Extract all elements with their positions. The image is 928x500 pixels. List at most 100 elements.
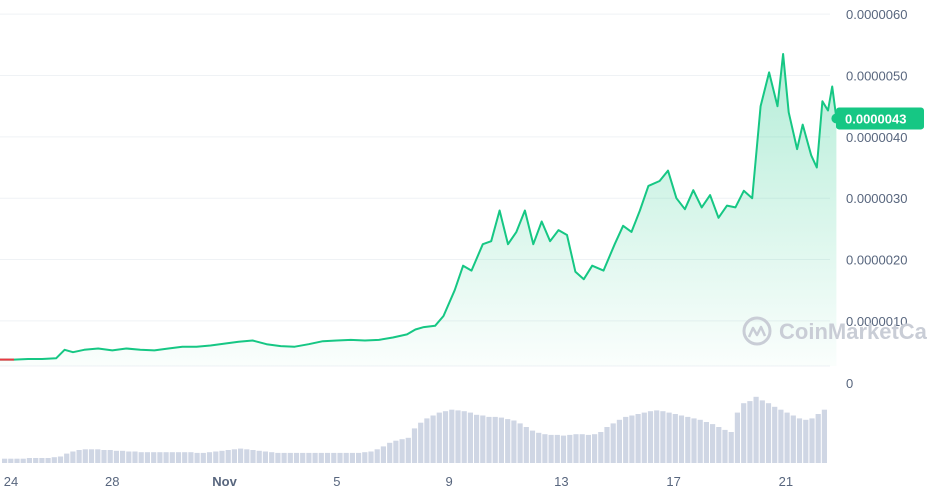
price-area [0, 54, 837, 366]
volume-bar [567, 434, 573, 463]
volume-bar [542, 434, 548, 463]
volume-bar [380, 446, 386, 463]
volume-bar [803, 419, 809, 463]
volume-bar [821, 409, 827, 463]
volume-bar [262, 451, 268, 463]
volume-bar [411, 428, 418, 463]
volume-bar [623, 416, 629, 463]
volume-bar [784, 412, 790, 463]
volume-bar [772, 406, 778, 463]
volume-bar [387, 442, 393, 463]
volume-bar [287, 452, 293, 463]
volume-bar [2, 458, 8, 463]
volume-bar [8, 458, 14, 463]
volume-bar [231, 449, 237, 463]
volume-bar [126, 451, 132, 463]
volume-bar [26, 458, 32, 463]
x-tick-label: 5 [333, 474, 340, 489]
price-line-path [0, 53, 838, 361]
volume-bar [418, 422, 424, 463]
volume-axis-label: 0 [846, 376, 853, 391]
volume-bar [362, 452, 368, 463]
volume-bar [368, 451, 374, 463]
volume-bar [82, 449, 88, 463]
volume-bar [424, 418, 430, 463]
volume-bar [51, 457, 57, 463]
volume-bar [157, 452, 163, 463]
volume-bar [194, 452, 200, 463]
volume-bar [306, 452, 312, 463]
volume-bar [331, 452, 337, 463]
x-tick-label: 13 [554, 474, 568, 489]
volume-bar [250, 450, 256, 463]
price-line[interactable] [0, 53, 838, 361]
volume-bar [275, 452, 281, 463]
volume-bar [734, 412, 740, 463]
volume-bar [244, 449, 250, 463]
volume-bar [573, 434, 579, 463]
current-price-tag [836, 107, 924, 130]
volume-bar [113, 450, 119, 463]
volume-bar [666, 412, 672, 463]
volume-bar [374, 449, 380, 463]
y-tick-label: 0.0000040 [846, 130, 907, 145]
volume-bar [57, 456, 64, 463]
volume-bar [511, 420, 517, 463]
volume-bar [716, 427, 722, 463]
volume-bar [269, 452, 275, 463]
volume-bar [697, 419, 703, 463]
x-tick-label: Nov [212, 474, 237, 489]
volume-bar [175, 452, 182, 463]
volume-bar [132, 451, 138, 463]
volume-bar [95, 449, 101, 463]
volume-bar [505, 419, 511, 463]
volume-bar [610, 423, 616, 463]
x-tick-label: 24 [4, 474, 18, 489]
volume-bar [635, 414, 641, 463]
volume-bar [616, 419, 622, 463]
volume-bar [554, 434, 560, 463]
volume-bar [45, 458, 51, 463]
volume-bar [654, 410, 660, 463]
volume-bar [144, 452, 150, 463]
volume-bar [436, 412, 442, 463]
volume-bar [449, 409, 455, 463]
volume-bar [20, 458, 26, 463]
volume-bar [64, 453, 70, 463]
volume-bar [33, 458, 39, 463]
volume-bar [585, 434, 591, 463]
x-tick-label: 21 [779, 474, 793, 489]
watermark: CoinMarketCap [742, 316, 928, 346]
volume-bar [647, 411, 654, 463]
y-tick-label: 0.0000010 [846, 314, 907, 329]
volume-bar [685, 416, 691, 463]
volume-bar [151, 452, 157, 463]
volume-bar [598, 432, 604, 463]
volume-bars [2, 396, 827, 463]
price-area-fill [0, 54, 837, 366]
volume-bar [474, 414, 480, 463]
volume-bar [517, 423, 523, 463]
volume-bar [604, 427, 610, 463]
volume-bar [312, 452, 318, 463]
volume-bar [70, 451, 76, 463]
volume-bar [213, 451, 219, 463]
volume-bar [76, 450, 82, 463]
volume-bar [399, 439, 405, 463]
volume-bar [778, 409, 784, 463]
volume-bar [337, 452, 343, 463]
volume-bar [523, 427, 529, 463]
y-axis-ticks: 0.0000060 0.0000050 0.0000040 0.0000030 0.00… [846, 7, 907, 391]
volume-bar [592, 434, 598, 463]
x-tick-label: 28 [105, 474, 119, 489]
volume-bar [225, 450, 231, 463]
volume-bar [486, 416, 492, 463]
volume-bar [660, 411, 666, 463]
volume-bar [120, 450, 126, 463]
volume-bar [430, 415, 436, 463]
volume-bar [163, 452, 169, 463]
volume-bar [548, 434, 554, 463]
volume-bar [188, 452, 194, 463]
